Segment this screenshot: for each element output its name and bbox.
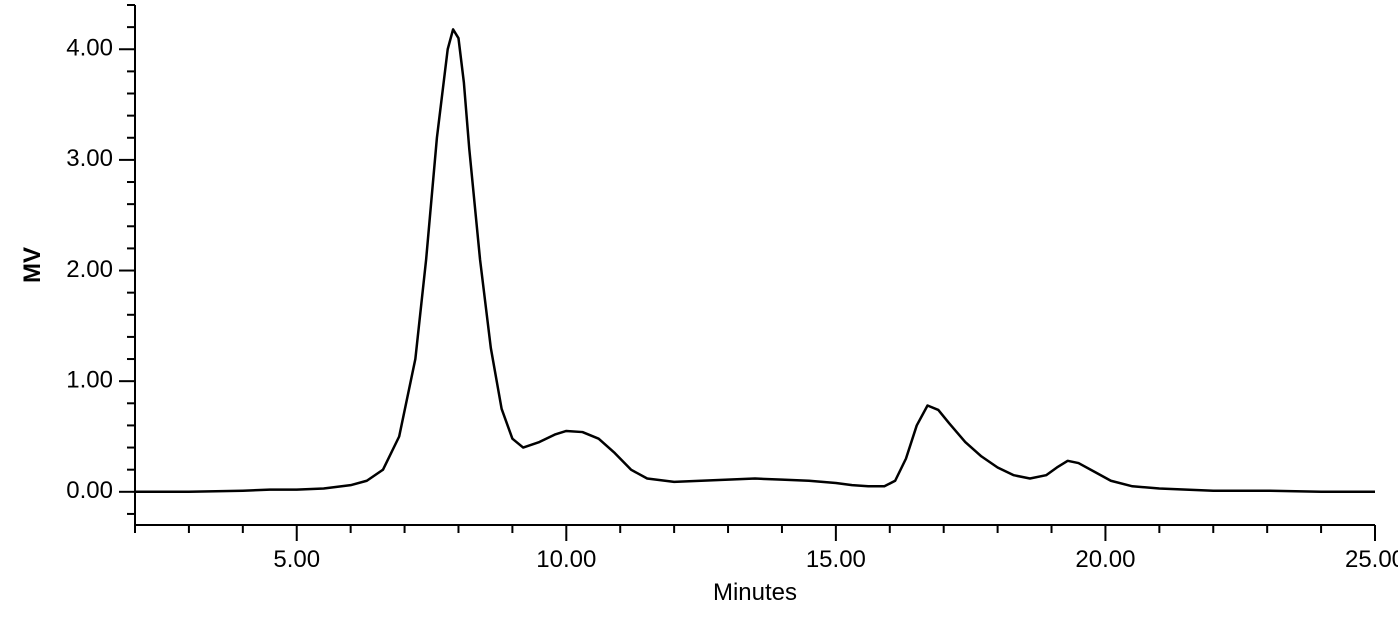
x-axis-label: Minutes xyxy=(713,579,797,606)
x-tick-label: 5.00 xyxy=(273,546,320,573)
x-tick-label: 20.00 xyxy=(1075,546,1135,573)
y-tick-label: 1.00 xyxy=(66,367,113,394)
y-tick-label: 2.00 xyxy=(66,256,113,283)
y-tick-label: 4.00 xyxy=(66,35,113,62)
y-axis-label: MV xyxy=(19,247,46,283)
chromatogram-trace xyxy=(135,29,1375,491)
y-tick-label: 3.00 xyxy=(66,145,113,172)
chromatogram-chart: 0.00 1.00 2.00 3.00 4.00 5.00 10.00 15.00 20.00 2… xyxy=(0,0,1398,622)
chart-svg: 0.00 1.00 2.00 3.00 4.00 5.00 10.00 15.00 20.00 2… xyxy=(0,0,1398,622)
x-tick-label: 25.00 xyxy=(1345,546,1398,573)
x-tick-label: 15.00 xyxy=(806,546,866,573)
x-tick-label: 10.00 xyxy=(536,546,596,573)
y-tick-label: 0.00 xyxy=(66,477,113,504)
